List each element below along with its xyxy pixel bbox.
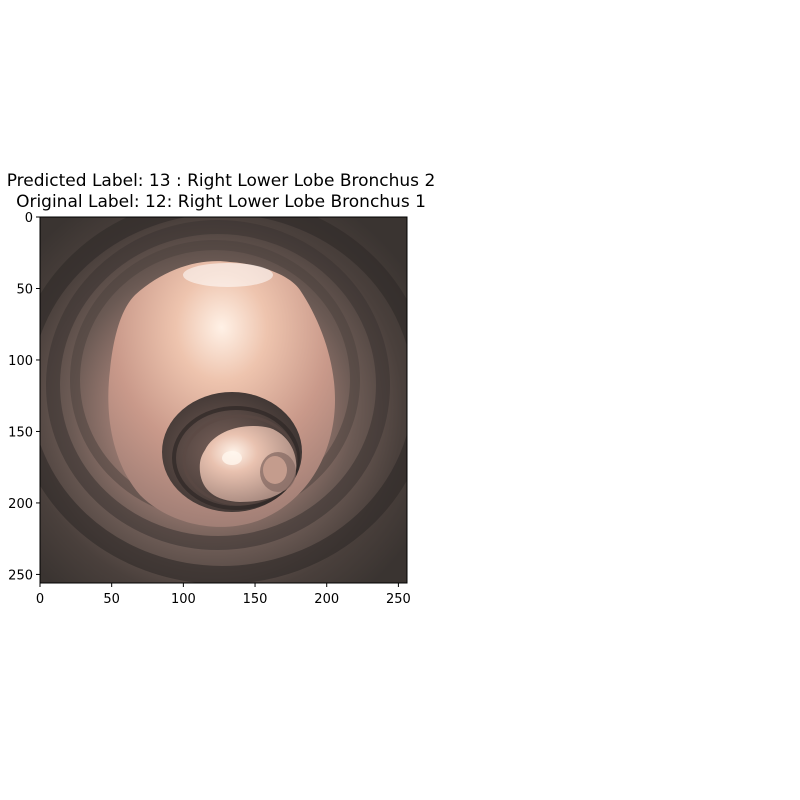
y-tick-label: 0 <box>25 211 33 226</box>
x-tick-label: 150 <box>243 592 268 607</box>
x-tick-label: 250 <box>386 592 411 607</box>
y-axis: 0 50 100 150 200 250 <box>8 211 40 583</box>
y-tick-label: 50 <box>16 282 33 297</box>
bronchoscopy-image <box>40 217 407 583</box>
x-tick-label: 200 <box>314 592 339 607</box>
y-tick-label: 200 <box>8 497 33 512</box>
x-tick-label: 0 <box>36 592 44 607</box>
y-tick-label: 250 <box>8 568 33 583</box>
x-tick-label: 50 <box>103 592 120 607</box>
y-tick-label: 150 <box>8 425 33 440</box>
figure-title-predicted: Predicted Label: 13 : Right Lower Lobe B… <box>6 171 436 191</box>
y-tick-label: 100 <box>8 354 33 369</box>
figure-title-original: Original Label: 12: Right Lower Lobe Bro… <box>16 192 426 212</box>
x-tick-label: 100 <box>171 592 196 607</box>
axes-frame <box>39 216 408 584</box>
x-axis: 0 50 100 150 200 250 <box>36 583 411 607</box>
